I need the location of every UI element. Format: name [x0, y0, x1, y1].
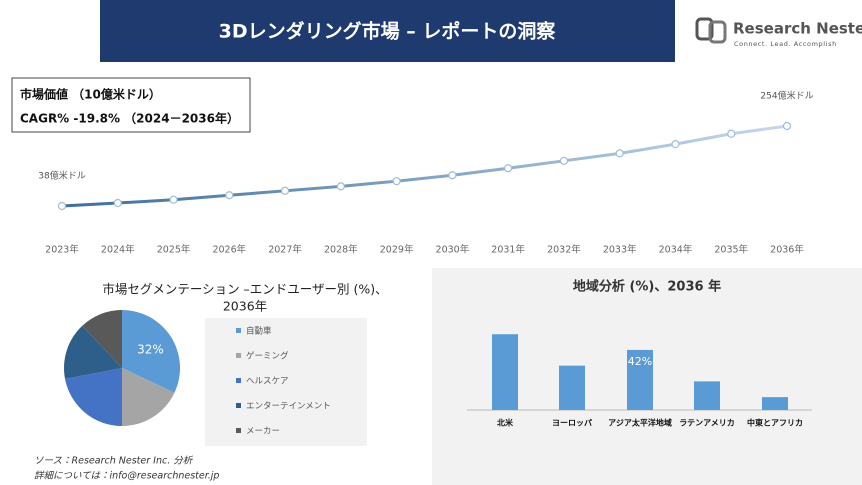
x-tick-label: 北米: [497, 418, 514, 428]
legend-label: エンターテインメント: [246, 402, 331, 412]
legend-swatch: [236, 378, 241, 383]
data-label: 42%: [628, 355, 652, 368]
legend-swatch: [236, 328, 241, 333]
legend-label: メーカー: [246, 427, 280, 437]
header-title: 3Dレンダリング市場 – レポートの洞察: [219, 20, 557, 43]
x-tick-label: ラテンアメリカ: [679, 419, 735, 428]
pie-slice: [122, 368, 175, 426]
x-tick-label: 2031年: [491, 244, 525, 256]
x-tick-label: 2027年: [268, 244, 302, 256]
x-tick-label: 2025年: [157, 244, 191, 256]
chart-title: 市場セグメンテーション –エンドユーザー別 (%)、: [102, 282, 387, 297]
bar: [492, 334, 518, 410]
legend-label: ゲーミング: [246, 351, 289, 362]
chart-title: 2036年: [223, 299, 267, 314]
legend-label: ヘルスケア: [246, 377, 289, 387]
x-tick-label: ヨーロッパ: [552, 418, 592, 428]
marker: [392, 177, 401, 186]
marker: [615, 149, 624, 158]
marker: [504, 164, 513, 173]
summary-box: [11, 77, 251, 133]
legend-label: 自動車: [246, 326, 272, 337]
legend-swatch: [236, 403, 241, 408]
x-tick-label: 2026年: [212, 244, 246, 256]
pie-legend-box: [205, 318, 367, 446]
chart-title: 地域分析 (%)、2036 年: [573, 279, 721, 295]
x-tick-label: 2036年: [770, 244, 804, 256]
summary-cagr: CAGR% -19.8% （2024－2036年）: [20, 111, 239, 126]
marker: [225, 191, 234, 200]
pie-slice: [82, 310, 122, 368]
pie-slice: [64, 325, 122, 379]
marker: [57, 201, 67, 211]
legend-swatch: [236, 353, 241, 358]
bar: [762, 397, 788, 410]
logo-name: Research Nester: [733, 20, 862, 38]
pie-slice: [122, 310, 180, 393]
x-tick-label: 2032年: [547, 244, 581, 256]
bar: [559, 365, 585, 410]
marker: [782, 121, 792, 131]
data-label: 254億米ドル: [760, 90, 813, 102]
bar: [627, 349, 653, 410]
logo-tagline: Connect. Lead. Accomplish: [734, 40, 837, 48]
footer-contact: 詳細については：info@researchnester.jp: [34, 471, 219, 482]
marker: [169, 195, 178, 204]
marker: [671, 140, 680, 149]
footer-source: ソース：Research Nester Inc. 分析: [34, 456, 194, 467]
x-tick-label: 2029年: [380, 244, 414, 256]
x-tick-label: 2033年: [603, 244, 637, 256]
x-tick-label: 2035年: [714, 244, 748, 256]
data-label: 32%: [137, 342, 164, 356]
summary-value: 市場価値 （10億米ドル）: [20, 87, 161, 102]
x-tick-label: 2030年: [436, 244, 470, 256]
x-tick-label: 2028年: [324, 244, 358, 256]
x-tick-label: 2023年: [45, 244, 79, 256]
logo-icon: [695, 17, 714, 41]
data-label: 38億米ドル: [38, 170, 85, 182]
logo-icon: [708, 20, 727, 44]
marker: [727, 129, 736, 138]
line: [61, 124, 788, 208]
x-tick-label: 2034年: [659, 244, 693, 256]
x-tick-label: アジア太平洋地域: [608, 418, 672, 428]
marker: [280, 186, 290, 195]
marker: [559, 156, 569, 165]
logo: Research Nester Connect. Lead. Accomplis…: [695, 17, 862, 48]
x-tick-label: 中東とアフリカ: [747, 418, 803, 428]
marker: [113, 198, 122, 208]
header-banner: [100, 0, 675, 62]
bar: [694, 381, 720, 410]
legend-swatch: [236, 428, 241, 433]
marker: [336, 182, 345, 191]
marker: [448, 171, 457, 180]
pie-slice: [65, 368, 122, 426]
x-tick-label: 2024年: [101, 244, 135, 256]
